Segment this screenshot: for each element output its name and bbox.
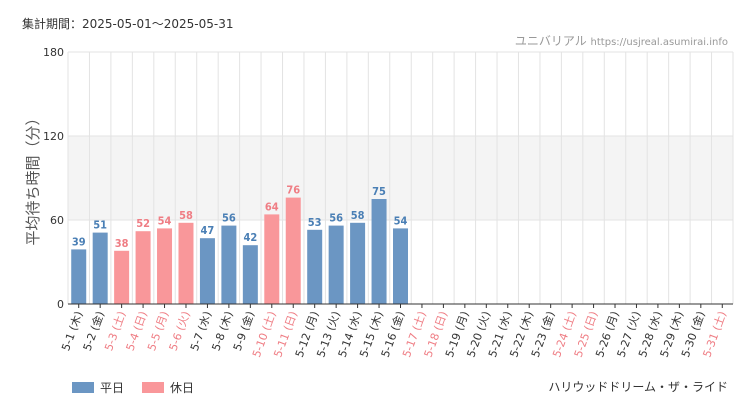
bar: [71, 249, 87, 304]
bar-value-label: 54: [394, 214, 408, 227]
bar: [242, 245, 258, 304]
bar: [178, 222, 194, 304]
attraction-name: ハリウッドドリーム・ザ・ライド: [548, 380, 728, 394]
legend: 平日 休日: [72, 379, 194, 396]
bar-value-label: 56: [329, 212, 343, 225]
period-label: 集計期間：2025-05-01～2025-05-31: [22, 17, 234, 31]
legend-item-weekday[interactable]: 平日: [72, 379, 124, 396]
bar: [199, 238, 215, 304]
bar-value-label: 75: [372, 185, 386, 198]
legend-swatch-holiday: [142, 382, 165, 393]
bar-value-label: 58: [351, 209, 365, 222]
bar-value-label: 56: [222, 212, 236, 225]
y-tick-label: 120: [43, 130, 64, 143]
bar: [114, 250, 130, 304]
bar-value-label: 38: [115, 237, 129, 250]
y-tick-label: 180: [43, 46, 64, 59]
bar-value-label: 64: [265, 200, 279, 213]
legend-label-weekday: 平日: [100, 381, 125, 395]
y-tick-label: 0: [57, 298, 64, 311]
bar-value-label: 51: [93, 219, 107, 232]
bar: [393, 228, 408, 304]
site-name: ユニバリアル: [514, 34, 587, 48]
bar: [221, 225, 237, 304]
bar-value-label: 58: [179, 209, 193, 222]
bar-value-label: 42: [243, 231, 257, 244]
site-credit: ユニバリアル https://usjreal.asumirai.info: [515, 32, 728, 49]
bar: [157, 228, 173, 304]
bar-value-label: 54: [158, 214, 172, 227]
legend-label-holiday: 休日: [170, 381, 195, 395]
bar-value-label: 52: [136, 217, 150, 230]
bar: [371, 199, 387, 304]
y-axis-label: 平均待ち時間（分）: [24, 110, 42, 245]
bar-value-label: 39: [72, 235, 86, 248]
legend-swatch-weekday: [72, 382, 94, 393]
site-url: https://usjreal.asumirai.info: [590, 37, 728, 48]
bar: [92, 232, 108, 304]
bar-value-label: 53: [308, 216, 322, 229]
bar-value-label: 76: [286, 184, 300, 197]
bar: [285, 197, 301, 304]
y-tick-label: 60: [50, 214, 64, 227]
bar: [264, 214, 280, 304]
bar-value-label: 47: [201, 224, 215, 237]
bar: [135, 231, 151, 304]
bar: [328, 225, 344, 304]
legend-item-holiday[interactable]: 休日: [142, 379, 194, 396]
grid-band: [68, 136, 733, 220]
bar: [307, 229, 323, 304]
bar: [350, 222, 366, 304]
